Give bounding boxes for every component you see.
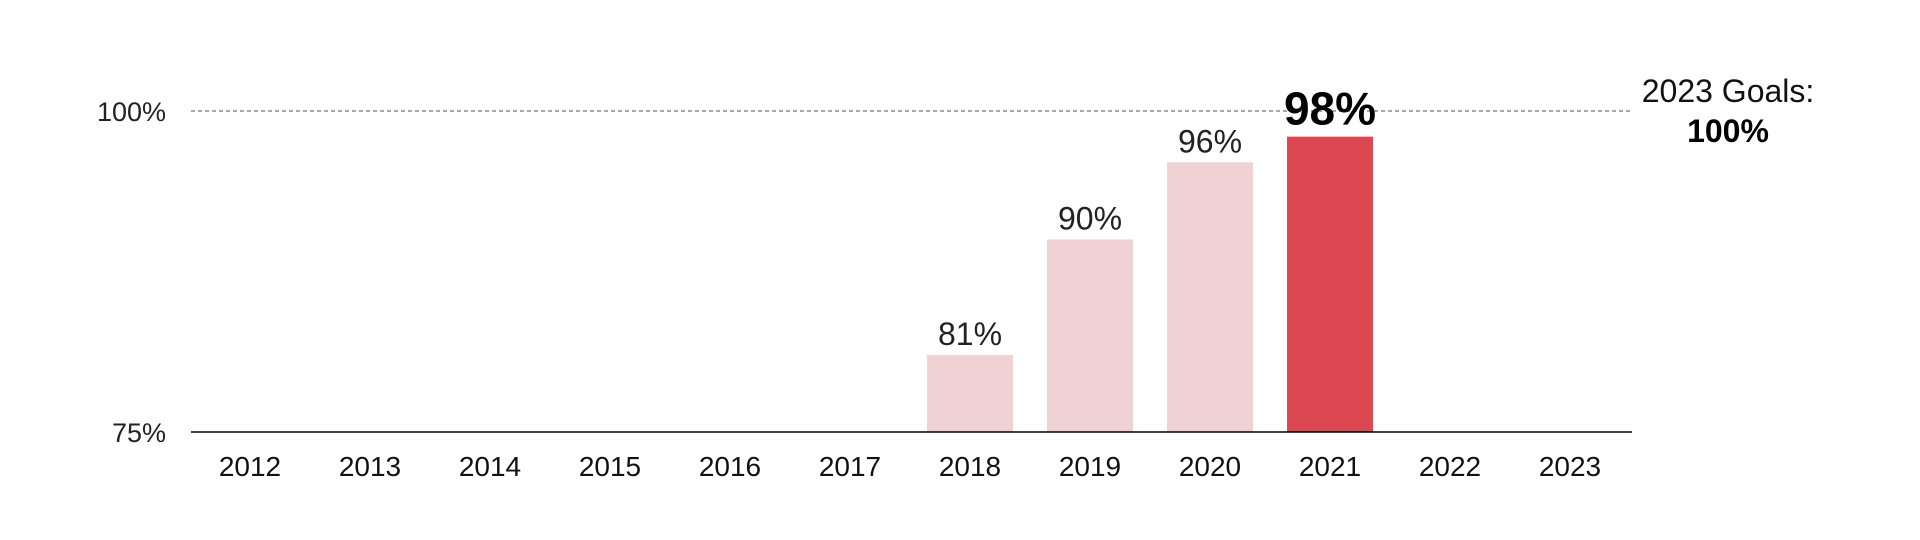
y-tick-label: 100% <box>97 97 166 127</box>
x-axis-labels: 2012 2013 2014 2015 2016 2017 2018 2019 2020 2021… <box>219 451 1601 482</box>
bar-2018 <box>927 354 1013 432</box>
goal-value: 100% <box>1687 113 1769 149</box>
x-tick-label-2015: 2015 <box>579 451 641 482</box>
x-tick-label-2023: 2023 <box>1539 451 1601 482</box>
value-labels: 81% 90% 96% 98% <box>938 83 1376 352</box>
value-label-2020: 96% <box>1178 123 1242 159</box>
value-label-2018: 81% <box>938 316 1002 352</box>
x-tick-label-2022: 2022 <box>1419 451 1481 482</box>
x-tick-label-2017: 2017 <box>819 451 881 482</box>
x-tick-label-2016: 2016 <box>699 451 761 482</box>
value-label-2019: 90% <box>1058 200 1122 236</box>
x-tick-label-2014: 2014 <box>459 451 521 482</box>
x-tick-label-2013: 2013 <box>339 451 401 482</box>
x-tick-label-2019: 2019 <box>1059 451 1121 482</box>
x-tick-label-2020: 2020 <box>1179 451 1241 482</box>
bar-2019 <box>1047 239 1133 432</box>
x-tick-label-2012: 2012 <box>219 451 281 482</box>
bar-2021 <box>1287 136 1373 432</box>
value-label-2021: 98% <box>1284 83 1376 135</box>
y-tick-label: 75% <box>112 418 166 448</box>
bar-2020 <box>1167 162 1253 433</box>
goal-label: 2023 Goals: <box>1642 73 1815 109</box>
x-tick-label-2018: 2018 <box>939 451 1001 482</box>
y-axis: 75% 100% <box>97 97 166 448</box>
bars-group <box>927 136 1373 433</box>
x-tick-label-2021: 2021 <box>1299 451 1361 482</box>
